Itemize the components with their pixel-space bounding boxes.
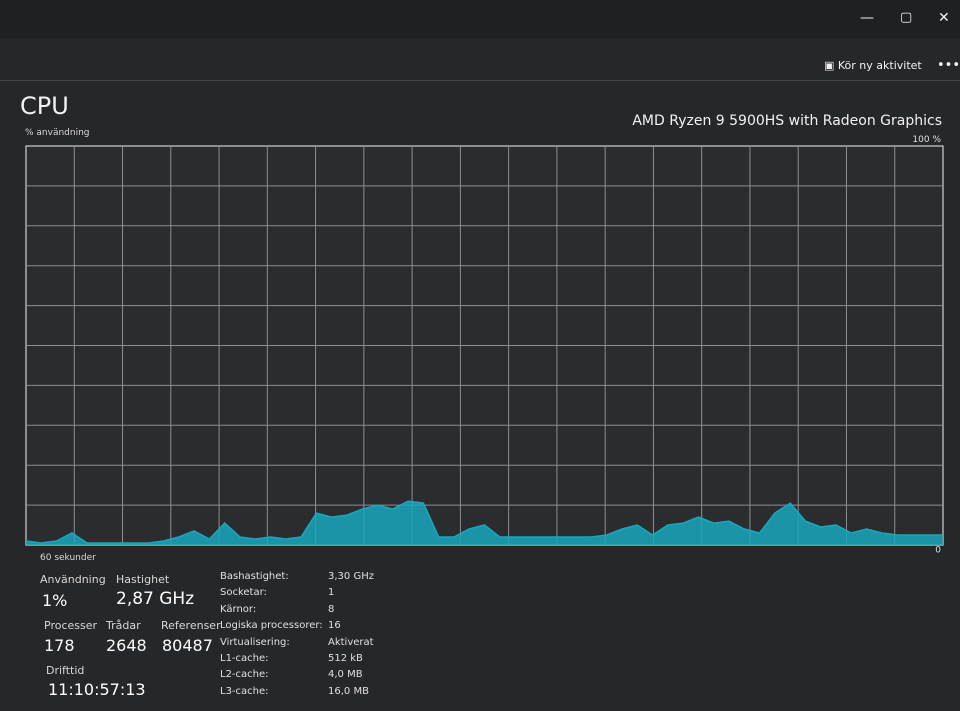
stat-label: Referenser [161,619,221,632]
run-task-button[interactable]: ▣ Kör ny aktivitet [824,59,922,72]
area-line [25,500,943,544]
y-tick-label: 0 [935,546,941,556]
maximize-button[interactable]: ▢ [900,10,913,25]
stat-value: 2648 [106,636,147,655]
x-axis-label: 60 sekunder [40,553,96,563]
run-task-label: Kör ny aktivitet [837,59,922,72]
close-button[interactable]: ✕ [938,10,950,26]
stat-value: 1% [42,591,68,610]
y-tick-label: 100 % [912,135,941,145]
stat-value: 80487 [162,636,213,655]
stat-label: Trådar [106,619,141,632]
toolbar-line [0,80,960,81]
detail-value: 3,30 GHz [328,571,374,582]
stat-value: 2,87 GHz [116,589,195,609]
stat-value: 178 [44,636,75,655]
detail-label: Virtualisering: [220,636,290,648]
detail-label: L3-cache: [220,685,269,697]
stat-label: Användning [40,573,106,586]
detail-label: Socketar: [220,587,267,599]
detail-value: 4,0 MB [328,669,363,681]
detail-value: 512 kB [328,653,363,664]
processor-name: AMD Ryzen 9 5900HS with Radeon Graphics [632,113,942,129]
detail-value: 1 [328,587,335,599]
detail-label: Logiska processorer: [220,620,323,632]
detail-value: 8 [328,603,335,615]
detail-label: L1-cache: [220,653,269,664]
page-title: CPU [20,92,69,120]
detail-value: 16,0 MB [328,685,369,697]
minimize-button[interactable]: — [860,10,874,26]
detail-label: Kärnor: [220,603,257,615]
stat-label: Hastighet [116,573,170,586]
detail-value: Aktiverat [328,636,374,648]
detail-label: L2-cache: [220,669,269,681]
detail-value: 16 [328,620,341,632]
area-fill [26,501,943,545]
title-bar [0,0,960,38]
stat-value: 11:10:57:13 [48,680,146,699]
stat-label: Drifttid [46,664,85,677]
more-button[interactable]: ••• [937,58,960,73]
stat-label: Processer [44,619,98,632]
detail-label: Bashastighet: [220,571,289,582]
y-axis-label: % användning [25,128,90,138]
